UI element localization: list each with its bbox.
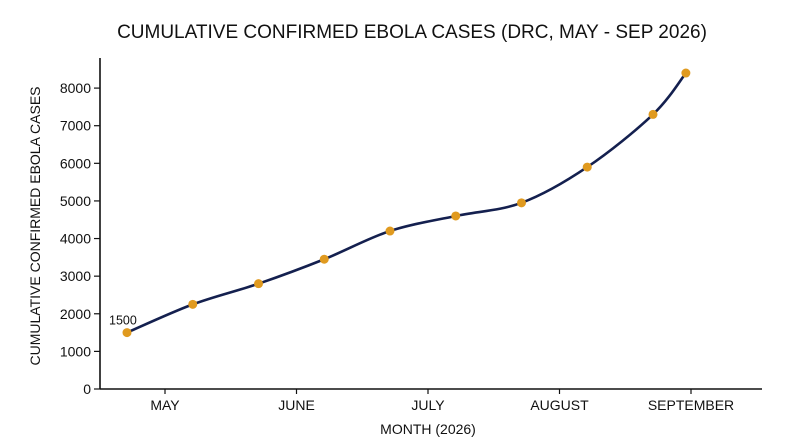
chart-title: CUMULATIVE CONFIRMED EBOLA CASES (DRC, M…	[117, 22, 707, 43]
y-tick-label: 7000	[60, 118, 91, 134]
x-axis-label: MONTH (2026)	[380, 421, 476, 437]
data-points: 1500	[109, 68, 691, 338]
data-point	[681, 68, 691, 78]
x-tick-label: JUNE	[278, 397, 315, 413]
data-point	[517, 198, 526, 208]
data-point	[385, 226, 395, 236]
y-tick-label: 8000	[60, 80, 91, 96]
y-tick-label: 0	[83, 381, 91, 397]
data-point	[319, 254, 329, 264]
y-tick-label: 6000	[60, 155, 91, 171]
y-axis: 0 1000 2000 3000 4000 5000 6000 7000 8000	[60, 58, 101, 397]
y-axis-label: CUMULATIVE CONFIRMED EBOLA CASES	[27, 86, 43, 365]
data-point	[451, 211, 461, 221]
y-tick-label: 3000	[60, 268, 91, 284]
data-point	[582, 162, 592, 172]
series-line	[125, 71, 688, 334]
data-label: 1500	[109, 314, 137, 328]
data-point	[188, 299, 198, 309]
data-point	[254, 279, 263, 289]
x-tick-label: SEPTEMBER	[648, 397, 734, 413]
x-tick-label: AUGUST	[530, 397, 589, 413]
x-tick-label: JULY	[411, 397, 445, 413]
y-tick-label: 1000	[60, 343, 91, 359]
x-axis: MAY JUNE JULY AUGUST SEPTEMBER	[100, 388, 762, 413]
y-tick-label: 4000	[60, 231, 91, 247]
data-point	[648, 109, 658, 119]
y-tick-label: 2000	[60, 306, 91, 322]
data-point	[122, 328, 132, 338]
x-tick-label: MAY	[150, 397, 180, 413]
y-tick-label: 5000	[60, 193, 91, 209]
